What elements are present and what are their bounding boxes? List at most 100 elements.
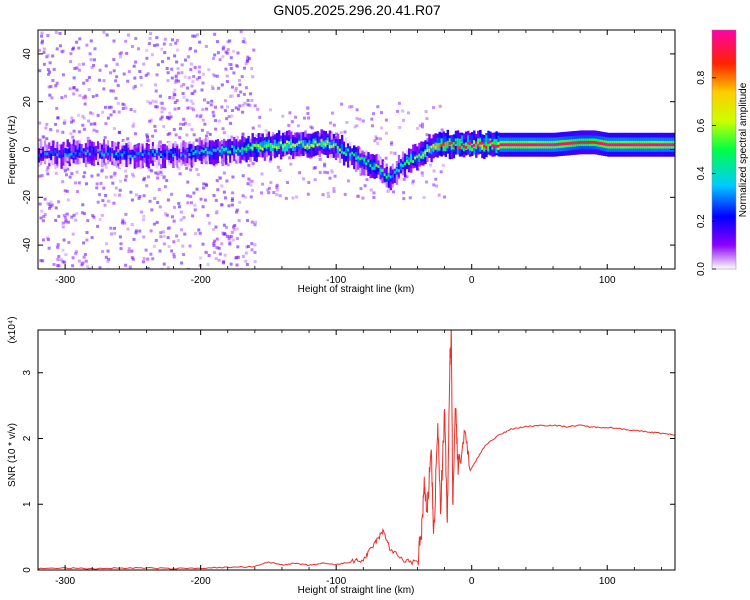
heatmap-noise-cell (131, 124, 135, 128)
heatmap-noise-cell (180, 71, 184, 75)
heatmap-ridge-cell (469, 143, 472, 151)
heatmap-ridge-cell (42, 151, 45, 159)
heatmap-noise-cell (126, 79, 130, 83)
heatmap-noise-cell (295, 195, 299, 199)
heatmap-noise-cell (335, 132, 338, 136)
heatmap-noise-cell (243, 66, 246, 70)
heatmap-noise-cell (148, 101, 152, 105)
heatmap-noise-cell (203, 98, 206, 102)
heatmap-ridge-cell (641, 143, 645, 147)
heatmap-noise-cell (46, 68, 50, 72)
heatmap-noise-cell (149, 32, 153, 36)
heatmap-noise-cell (201, 118, 205, 122)
heatmap-noise-cell (180, 63, 184, 67)
heatmap-ridge-cell (446, 140, 449, 149)
heatmap-noise-cell (83, 94, 87, 98)
heatmap-noise-cell (250, 248, 254, 252)
heatmap-ridge-cell (424, 150, 427, 154)
heatmap-noise-cell (148, 168, 152, 172)
heatmap-noise-cell (45, 122, 49, 126)
heatmap-noise-cell (169, 115, 173, 119)
heatmap-noise-cell (246, 98, 250, 102)
heatmap-noise-cell (261, 182, 264, 186)
heatmap-noise-cell (102, 186, 106, 190)
heatmap-ridge-cell (410, 153, 413, 162)
snr-xlabel: Height of straight line (km) (298, 585, 415, 596)
heatmap-ridge-cell (111, 153, 114, 157)
heatmap-noise-cell (156, 176, 160, 180)
heatmap-noise-cell (229, 67, 233, 70)
heatmap-ridge-cell (310, 143, 313, 147)
heatmap-noise-cell (186, 86, 190, 90)
heatmap-noise-cell (78, 68, 81, 72)
heatmap-ridge-cell (450, 141, 454, 145)
heatmap-ridge-cell (162, 150, 165, 158)
heatmap-noise-cell (38, 69, 42, 73)
heatmap-ridge-cell (263, 140, 267, 148)
heatmap-noise-cell (236, 51, 240, 55)
heatmap-noise-cell (81, 203, 85, 207)
heatmap-ridge-cell (385, 167, 388, 182)
heatmap-noise-cell (69, 132, 73, 136)
heatmap-noise-cell (247, 177, 251, 181)
heatmap-noise-cell (75, 250, 78, 254)
heatmap-ridge-cell (212, 148, 216, 152)
heatmap-noise-cell (145, 184, 149, 188)
heatmap-noise-cell (225, 51, 229, 55)
heatmap-ridge-cell (170, 150, 173, 154)
heatmap-noise-cell (197, 228, 201, 232)
heatmap-noise-cell (212, 56, 215, 60)
heatmap-noise-cell (162, 242, 166, 246)
heatmap-ridge-cell (357, 156, 360, 159)
heatmap-noise-cell (162, 176, 166, 180)
heatmap-noise-cell (230, 234, 233, 238)
heatmap-noise-cell (142, 257, 146, 260)
heatmap-noise-cell (339, 131, 343, 135)
heatmap-ridge-cell (190, 148, 193, 152)
heatmap-noise-cell (332, 189, 336, 193)
heatmap-ridge-cell (345, 153, 348, 156)
heatmap-noise-cell (172, 128, 176, 131)
heatmap-noise-cell (288, 111, 292, 115)
heatmap-noise-cell (41, 39, 44, 43)
heatmap-noise-cell (155, 220, 159, 224)
heatmap-ridge-cell (485, 134, 488, 149)
heatmap-noise-cell (157, 188, 161, 191)
heatmap-noise-cell (186, 106, 190, 110)
heatmap-noise-cell (41, 259, 45, 263)
heatmap-noise-cell (231, 238, 235, 242)
heatmap-ridge-cell (121, 153, 124, 157)
figure-title: GN05.2025.296.20.41.R07 (273, 2, 441, 18)
heatmap-noise-cell (244, 259, 248, 263)
snr-ylabel: SNR (10 * v/v) (7, 423, 18, 487)
heatmap-ridge-cell (432, 144, 435, 152)
heatmap-ridge-cell (534, 143, 537, 147)
heatmap-noise-cell (116, 101, 120, 105)
heatmap-ridge-cell (383, 173, 386, 177)
heatmap-noise-cell (230, 199, 234, 203)
heatmap-ridge-cell (349, 153, 352, 157)
heatmap-noise-cell (72, 92, 76, 96)
heatmap-noise-cell (422, 196, 426, 199)
x-tick-label: -300 (55, 576, 75, 587)
heatmap-noise-cell (111, 89, 115, 93)
heatmap-ridge-cell (263, 144, 267, 148)
y-tick-label: 20 (22, 96, 33, 108)
heatmap-ridge-cell (255, 144, 258, 148)
heatmap-noise-cell (168, 131, 172, 135)
heatmap-ridge-cell (249, 146, 252, 150)
heatmap-noise-cell (71, 264, 75, 268)
heatmap-ridge-cell (300, 141, 303, 149)
heatmap-noise-cell (144, 248, 148, 252)
heatmap-ridge-cell (408, 161, 411, 165)
heatmap-noise-cell (45, 137, 49, 141)
heatmap-noise-cell (249, 92, 252, 96)
heatmap-ridge-cell (647, 143, 651, 147)
heatmap-noise-cell (217, 119, 221, 123)
heatmap-noise-cell (51, 54, 55, 58)
heatmap-ridge-cell (241, 146, 244, 150)
heatmap-noise-cell (199, 115, 203, 119)
heatmap-ridge-cell (194, 146, 197, 154)
heatmap-noise-cell (378, 137, 382, 141)
